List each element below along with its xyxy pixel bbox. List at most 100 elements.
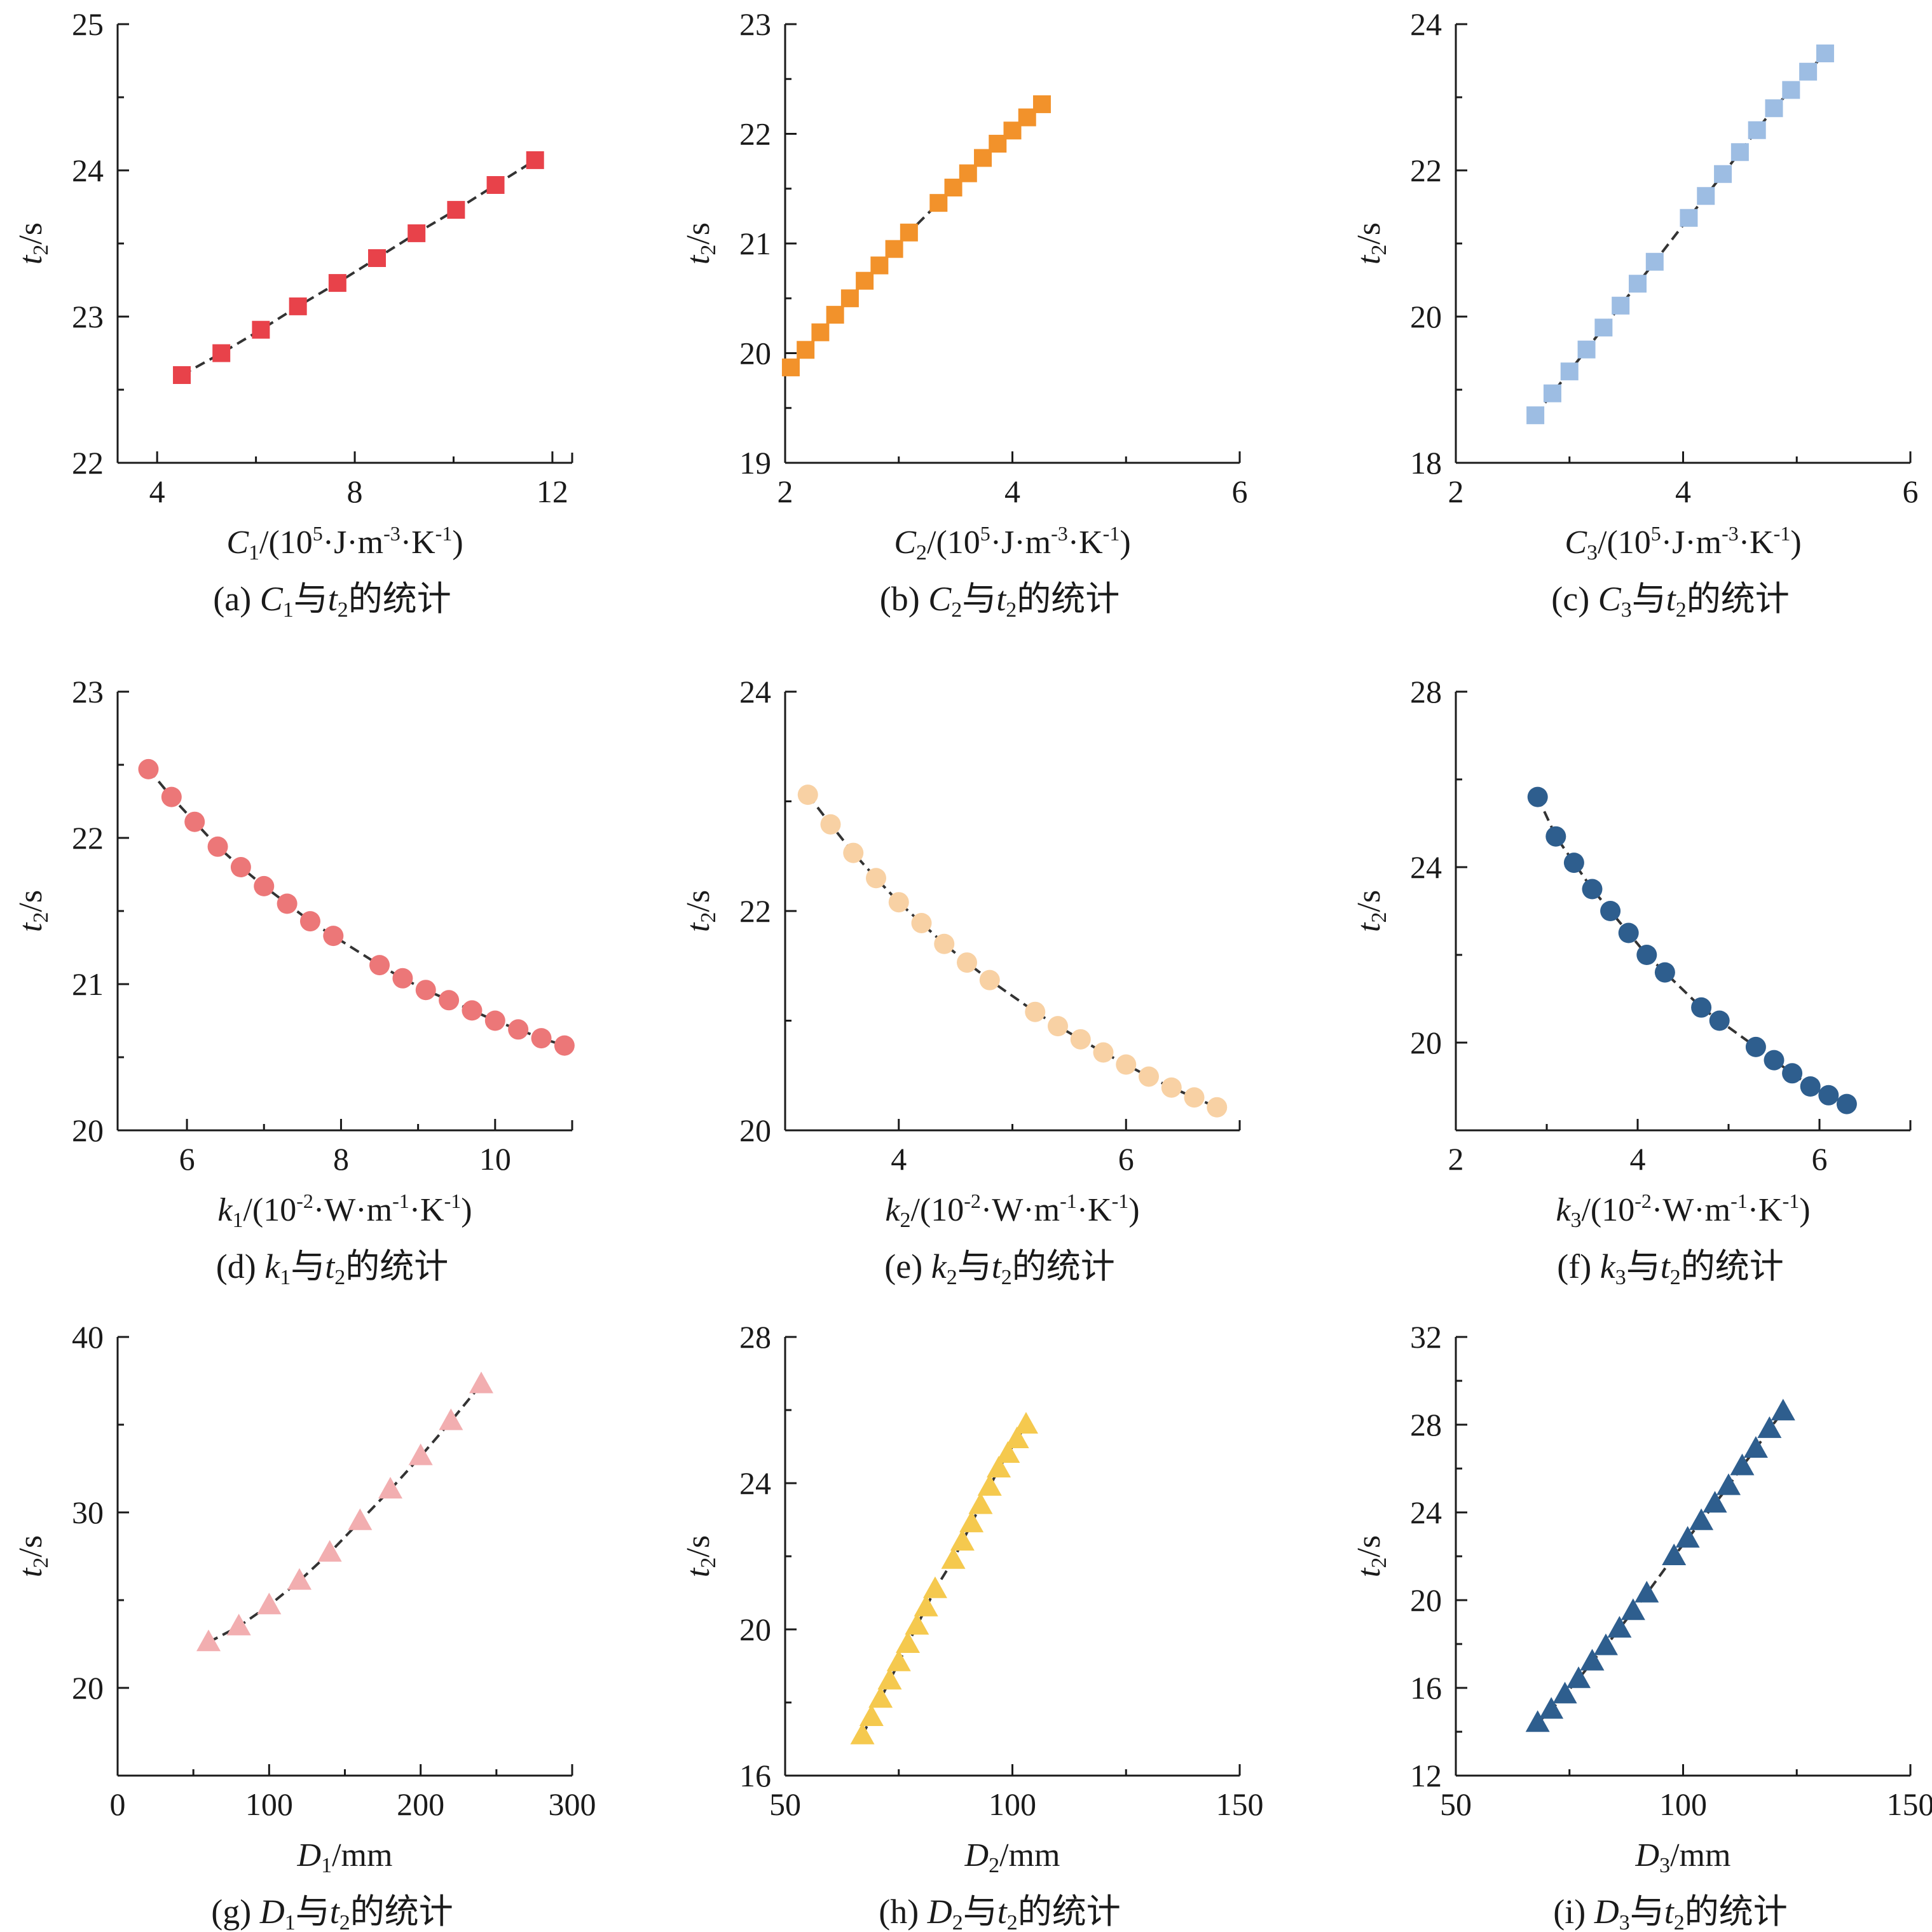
x-tick-label: 8 — [347, 474, 363, 509]
y-axis-label: t2/s — [680, 1535, 720, 1577]
data-point — [797, 784, 818, 805]
data-point — [959, 1511, 984, 1533]
y-tick-label: 20 — [739, 1612, 771, 1647]
data-point — [289, 297, 307, 315]
panel-d: 20 21 22 23 6 8 10 t2/s k1/(10-2·W·m-1·K-1) (d) k… — [13, 674, 575, 1289]
data-point — [1680, 209, 1698, 227]
data-point — [184, 811, 205, 832]
panel-caption: (a) C1与t2的统计 — [213, 580, 451, 622]
data-point — [1563, 853, 1584, 874]
data-point — [469, 1371, 493, 1394]
y-tick-label: 23 — [72, 674, 104, 709]
data-point — [1594, 319, 1613, 337]
data-point — [922, 1576, 947, 1598]
y-axis-label: t2/s — [680, 223, 720, 264]
data-point — [368, 249, 387, 267]
x-tick-label: 200 — [397, 1786, 444, 1822]
data-point — [950, 1529, 975, 1551]
y-tick-label: 30 — [72, 1495, 104, 1530]
data-point — [856, 271, 874, 290]
data-point — [968, 1492, 993, 1514]
data-point — [1836, 1093, 1857, 1114]
data-point — [1593, 1633, 1618, 1655]
x-axis-label: C2/(105·J·m-3·K-1) — [894, 522, 1130, 565]
x-tick-label: 300 — [549, 1786, 596, 1822]
x-tick-label: 6 — [1812, 1141, 1828, 1177]
data-point — [1782, 1063, 1803, 1084]
y-tick-label: 24 — [1410, 849, 1442, 885]
y-tick-label: 32 — [1410, 1319, 1442, 1355]
y-tick-label: 40 — [72, 1319, 104, 1355]
panel-caption: (h) D2与t2的统计 — [879, 1893, 1120, 1932]
data-point — [1745, 1036, 1766, 1057]
data-point — [323, 926, 344, 947]
data-point — [820, 814, 841, 835]
y-tick-label: 23 — [72, 299, 104, 334]
data-point — [1093, 1042, 1114, 1063]
data-point — [1566, 1666, 1591, 1689]
data-point — [1709, 1010, 1730, 1031]
x-tick-label: 4 — [149, 474, 165, 509]
trend-line — [208, 1383, 483, 1643]
data-point — [1662, 1544, 1687, 1565]
data-point — [1714, 165, 1732, 183]
y-axis-label: t2/s — [13, 890, 53, 932]
data-point — [207, 836, 228, 857]
data-point — [868, 1686, 893, 1708]
data-point — [1654, 962, 1675, 983]
data-point — [905, 1613, 929, 1635]
x-tick-label: 6 — [1903, 474, 1919, 509]
data-point — [447, 201, 465, 219]
data-point — [1629, 275, 1647, 293]
x-tick-label: 150 — [1887, 1786, 1932, 1822]
data-point — [1702, 1491, 1727, 1513]
data-point — [1730, 143, 1749, 161]
x-tick-label: 4 — [891, 1141, 907, 1177]
data-point — [328, 274, 346, 292]
data-point — [378, 1477, 402, 1499]
x-tick-label: 150 — [1216, 1786, 1264, 1822]
trend-line — [181, 159, 536, 376]
data-point — [826, 306, 844, 324]
y-tick-label: 28 — [739, 1319, 771, 1355]
x-tick-label: 0 — [110, 1786, 126, 1822]
y-tick-label: 24 — [739, 1465, 771, 1501]
data-point — [850, 1722, 875, 1744]
panel-caption: (f) k3与t2的统计 — [1557, 1247, 1783, 1289]
data-point — [1552, 1682, 1577, 1704]
data-point — [1816, 45, 1834, 62]
x-tick-label: 4 — [1004, 474, 1020, 509]
data-point — [369, 955, 390, 976]
data-point — [1764, 1050, 1785, 1071]
data-point — [1612, 296, 1630, 315]
data-point — [230, 857, 251, 877]
y-tick-label: 24 — [739, 674, 771, 709]
y-tick-label: 28 — [1410, 674, 1442, 709]
data-point — [1116, 1054, 1137, 1075]
data-point — [979, 969, 1000, 990]
data-point — [1730, 1453, 1755, 1476]
data-point — [885, 240, 903, 258]
panel-caption: (b) C2与t2的统计 — [880, 580, 1120, 622]
y-tick-label: 21 — [739, 226, 771, 261]
y-tick-label: 22 — [739, 893, 771, 929]
data-point — [277, 893, 298, 914]
data-point — [811, 323, 830, 341]
data-point — [1048, 1016, 1068, 1037]
y-tick-label: 22 — [72, 820, 104, 856]
data-point — [1636, 945, 1657, 965]
data-point — [1527, 786, 1548, 807]
x-axis-label: k3/(10-2·W·m-1·K-1) — [1556, 1189, 1810, 1232]
data-point — [161, 786, 182, 807]
y-tick-label: 20 — [72, 1670, 104, 1706]
x-tick-label: 100 — [1659, 1786, 1707, 1822]
data-point — [886, 1649, 911, 1671]
y-axis-label: t2/s — [13, 1535, 53, 1577]
data-point — [1620, 1598, 1645, 1620]
panel-caption: (i) D3与t2的统计 — [1553, 1893, 1787, 1932]
data-point — [1600, 901, 1621, 921]
y-tick-label: 24 — [1410, 6, 1442, 42]
panel-h: 16 20 24 28 50 100 150 t2/s D2/mm (h) D2与t2的统计 — [680, 1319, 1264, 1932]
